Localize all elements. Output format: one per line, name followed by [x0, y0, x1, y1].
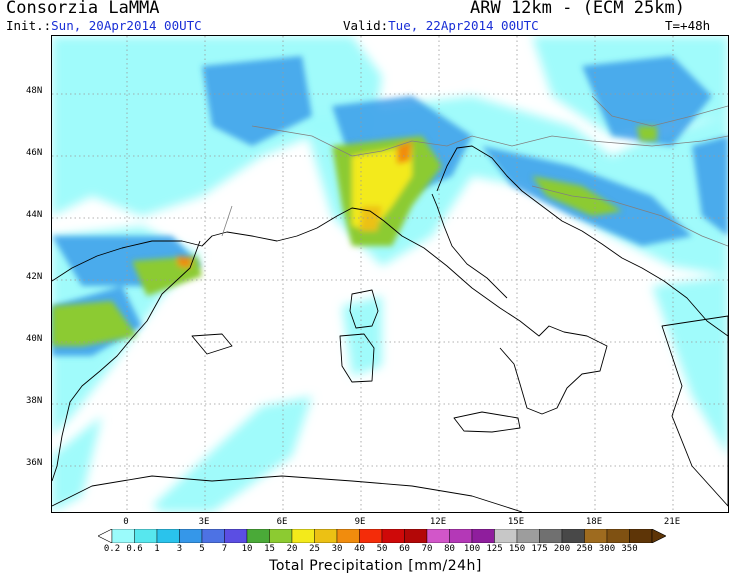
- colorbar-swatch: [516, 529, 540, 543]
- colorbar-swatch: [291, 529, 315, 543]
- colorbar-swatch: [314, 529, 338, 543]
- lon-label: 6E: [276, 517, 288, 527]
- valid-label: Valid:: [343, 18, 389, 33]
- lon-label: 9E: [354, 517, 366, 527]
- colorbar-tick-label: 350: [621, 544, 638, 554]
- colorbar-tick-label: 125: [486, 544, 503, 554]
- colorbar-swatch: [246, 529, 270, 543]
- lat-label: 42N: [26, 272, 43, 282]
- lon-label: 12E: [429, 517, 447, 527]
- colorbar-tick-label: 15: [264, 544, 275, 554]
- colorbar-swatch: [471, 529, 495, 543]
- valid-value: Tue, 22Apr2014 00UTC: [388, 18, 539, 33]
- colorbar-labels: 0.2 0.6 1 3 5 7 10 15 20 25 30 40 50 60 70 80 100 125 150 1…: [98, 544, 666, 556]
- init-value: Sun, 20Apr2014 00UTC: [51, 18, 202, 33]
- colorbar-swatch: [224, 529, 248, 543]
- precipitation-map: [51, 35, 729, 513]
- colorbar-swatch: [426, 529, 450, 543]
- lat-label: 38N: [26, 396, 43, 406]
- colorbar-max-arrow: [651, 529, 666, 543]
- lat-label: 40N: [26, 334, 43, 344]
- colorbar-tick-label: 3: [176, 544, 183, 554]
- valid-time: Valid:Tue, 22Apr2014 00UTC: [343, 18, 539, 33]
- init-time: Init.:Sun, 20Apr2014 00UTC: [6, 18, 202, 33]
- colorbar-title: Total Precipitation [mm/24h]: [269, 558, 482, 574]
- lon-label: 15E: [507, 517, 525, 527]
- colorbar-swatch: [359, 529, 383, 543]
- colorbar-min-arrow: [98, 529, 113, 543]
- colorbar-tick-label: 10: [241, 544, 253, 554]
- lon-label: 18E: [585, 517, 603, 527]
- colorbar-swatch: [539, 529, 563, 543]
- colorbar-tick-label: 70: [421, 544, 433, 554]
- lat-label: 46N: [26, 148, 43, 158]
- colorbar-tick-label: 175: [531, 544, 548, 554]
- lat-label: 44N: [26, 210, 43, 220]
- colorbar-swatch: [404, 529, 428, 543]
- colorbar-tick-label: 200: [553, 544, 571, 554]
- forecast-step: T=+48h: [665, 18, 711, 33]
- colorbar-tick-label: 30: [331, 544, 343, 554]
- colorbar-swatch: [179, 529, 203, 543]
- colorbar-tick-label: 0.2: [103, 544, 121, 554]
- colorbar-swatch: [156, 529, 180, 543]
- colorbar-tick-label: 40: [354, 544, 365, 554]
- colorbar-swatch: [111, 529, 135, 543]
- colorbar-tick-label: 5: [199, 544, 205, 554]
- colorbar-tick-label: 1: [154, 544, 160, 554]
- colorbar-swatch: [201, 529, 225, 543]
- colorbar-swatch: [449, 529, 473, 543]
- coastlines: [52, 145, 728, 512]
- colorbar-tick-label: 7: [221, 544, 228, 554]
- colorbar-tick-label: 50: [376, 544, 388, 554]
- colorbar: [98, 529, 666, 543]
- colorbar-tick-label: 60: [399, 544, 410, 554]
- colorbar-swatch: [269, 529, 293, 543]
- graticule: [52, 36, 728, 512]
- colorbar-swatch: [494, 529, 518, 543]
- lon-label: 3E: [198, 517, 210, 527]
- lon-label: 0: [123, 517, 129, 527]
- lat-label: 36N: [26, 458, 43, 468]
- colorbar-swatch: [606, 529, 630, 543]
- colorbar-tick-label: 20: [286, 544, 298, 554]
- precip-field-heavy: [52, 126, 657, 346]
- colorbar-tick-label: 250: [576, 544, 593, 554]
- colorbar-tick-label: 150: [508, 544, 526, 554]
- colorbar-tick-label: 100: [463, 544, 481, 554]
- lon-label: 21E: [663, 517, 681, 527]
- colorbar-swatch: [134, 529, 158, 543]
- lat-label: 48N: [26, 86, 43, 96]
- model-title: ARW 12km - (ECM 25km): [470, 0, 685, 18]
- colorbar-tick-label: 0.6: [126, 544, 143, 554]
- colorbar-tick-label: 300: [598, 544, 616, 554]
- init-label: Init.:: [6, 18, 52, 33]
- political-borders: [221, 95, 728, 247]
- colorbar-swatch: [381, 529, 405, 543]
- colorbar-swatch: [561, 529, 585, 543]
- map-canvas: [52, 36, 728, 512]
- colorbar-swatch: [336, 529, 360, 543]
- colorbar-tick-label: 80: [444, 544, 455, 554]
- colorbar-tick-label: 25: [309, 544, 320, 554]
- colorbar-swatch: [629, 529, 653, 543]
- organization-title: Consorzia LaMMA: [6, 0, 160, 18]
- colorbar-swatch: [584, 529, 608, 543]
